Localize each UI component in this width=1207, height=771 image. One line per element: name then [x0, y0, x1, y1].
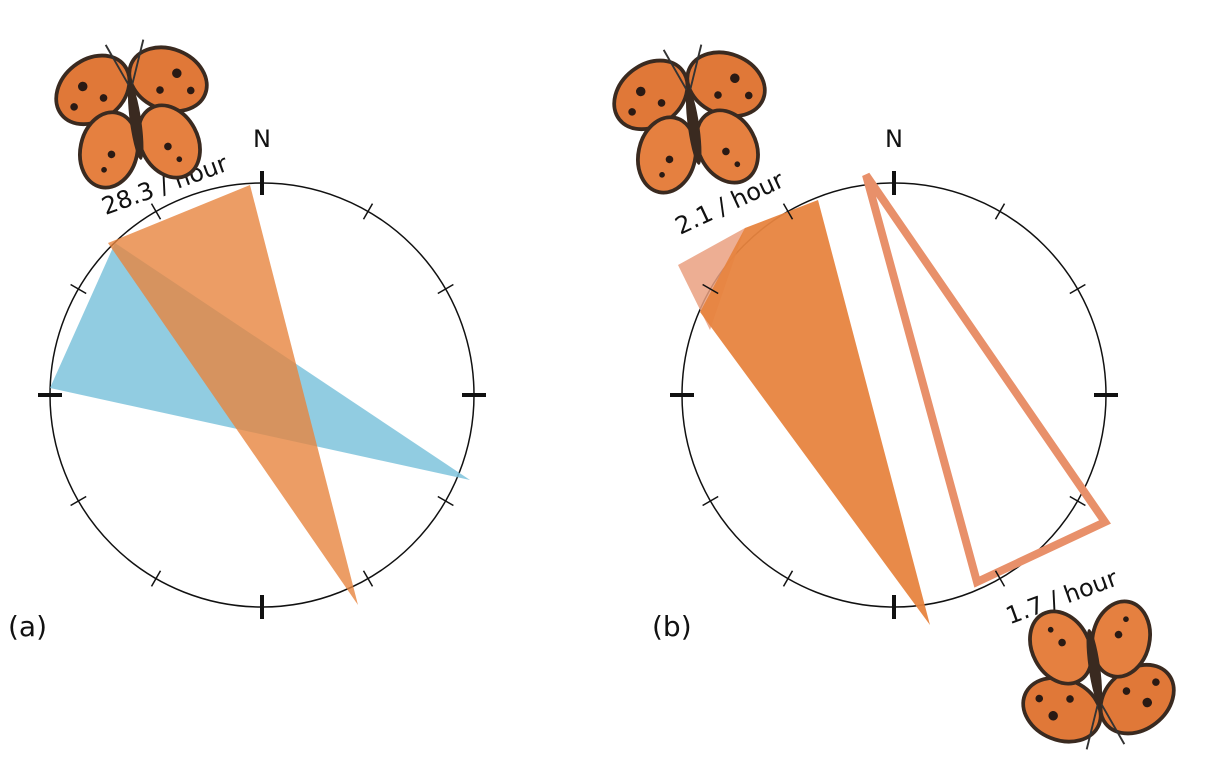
panel-label: (b): [652, 610, 692, 643]
compass-tick: [150, 570, 162, 587]
compass-tick: [70, 495, 87, 507]
compass-tick: [70, 283, 87, 295]
compass-tick: [702, 283, 719, 295]
compass-tick: [994, 203, 1006, 220]
panel-label: (a): [8, 610, 47, 643]
compass-tick: [437, 283, 454, 295]
north-label: N: [885, 125, 903, 153]
wedge: [678, 228, 745, 330]
compass-tick: [150, 203, 162, 220]
wedge-outline: [862, 172, 1111, 588]
panel-b: N 2.1 / hour 1.7 / hour (b): [593, 29, 1195, 765]
wedge: [700, 200, 930, 625]
compass-tick: [362, 203, 374, 220]
compass-tick: [1069, 495, 1086, 507]
wedge: [108, 185, 358, 605]
compass-tick: [702, 495, 719, 507]
compass-tick: [782, 570, 794, 587]
north-label: N: [253, 125, 271, 153]
compass-tick: [437, 495, 454, 507]
compass-tick: [782, 203, 794, 220]
compass-tick: [994, 570, 1006, 587]
compass-tick: [362, 570, 374, 587]
panel-a: N 28.3 / hour (a): [8, 24, 486, 643]
compass-tick: [1069, 283, 1086, 295]
